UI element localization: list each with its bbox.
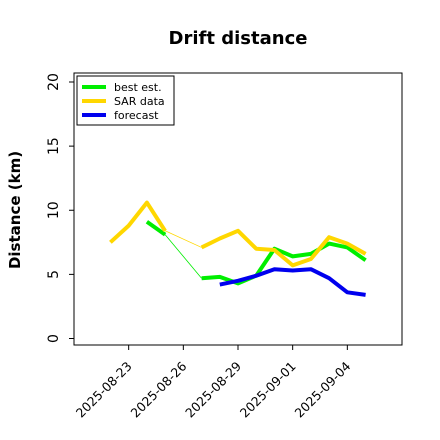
series-line-best-est (145, 220, 167, 237)
series-line-sar-data (109, 200, 167, 244)
x-tick-label: 2025-08-29 (182, 358, 244, 420)
y-tick-label: 10 (46, 201, 62, 219)
connector-line (164, 234, 202, 279)
legend-label-best-est: best est. (114, 81, 162, 94)
connector-lines (164, 230, 202, 279)
legend-label-sar-data: SAR data (114, 95, 165, 108)
y-tick-label: 0 (46, 334, 62, 343)
series-line-forecast (219, 267, 366, 297)
y-tick-label: 15 (46, 137, 62, 155)
y-tick-label: 20 (46, 73, 62, 91)
y-tick-label: 5 (46, 270, 62, 279)
x-axis: 2025-08-232025-08-262025-08-292025-09-01… (73, 345, 353, 421)
x-tick-label: 2025-08-23 (73, 359, 135, 421)
series-lines (109, 200, 367, 297)
y-axis: 0 5 10 15 20 (46, 73, 74, 343)
x-tick-label: 2025-09-01 (237, 359, 299, 421)
x-tick-label: 2025-08-26 (127, 358, 189, 420)
series-line-best-est (201, 241, 367, 286)
chart-title: Drift distance (169, 28, 308, 49)
series-line-sar-data (200, 228, 367, 268)
y-axis-label: Distance (km) (6, 151, 24, 269)
legend-label-forecast: forecast (114, 109, 159, 122)
x-tick-label: 2025-09-04 (291, 358, 353, 420)
connector-line (164, 230, 202, 248)
